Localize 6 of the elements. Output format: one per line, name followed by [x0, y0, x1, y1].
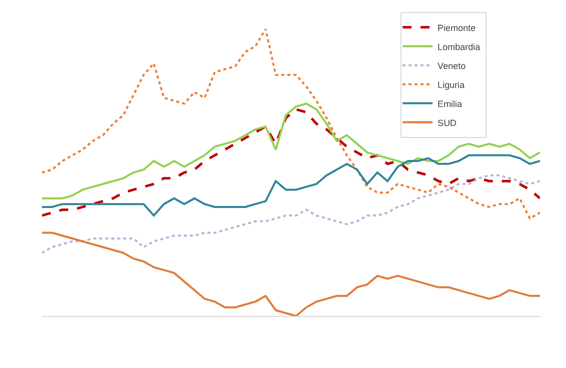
legend-label: Veneto — [438, 60, 466, 71]
legend-label: Emilia — [438, 98, 462, 109]
legend-label: Piemonte — [438, 22, 476, 33]
legend-label: Liguria — [438, 80, 465, 90]
legend-label: SUD — [438, 118, 458, 128]
legend-label: Lombardia — [438, 42, 480, 52]
